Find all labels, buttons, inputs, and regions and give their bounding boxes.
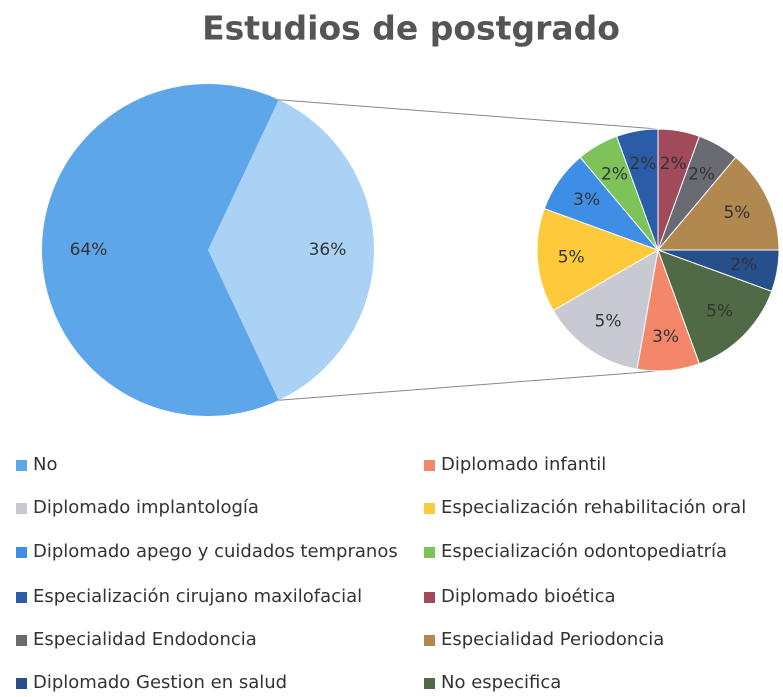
pie-slice: [552, 249, 659, 370]
data-label: 2%: [601, 165, 628, 185]
legend-swatch: [16, 635, 27, 646]
legend-swatch: [16, 592, 27, 603]
pie-slice: [208, 99, 374, 401]
legend-label: Especialización odontopediatría: [441, 541, 727, 562]
legend-label: Diplomado Gestion en salud: [33, 672, 287, 693]
data-label: 2%: [688, 165, 715, 185]
connector: [278, 99, 659, 130]
legend-label: Especialización cirujano maxilofacial: [33, 586, 362, 607]
legend-label: Especialidad Periodoncia: [441, 629, 664, 650]
legend-swatch: [16, 678, 27, 689]
data-label: 3%: [573, 190, 600, 210]
legend-label: Diplomado apego y cuidados tempranos: [33, 541, 398, 562]
data-label: 64%: [70, 240, 108, 260]
pie-slice: [41, 83, 279, 417]
legend-swatch: [424, 592, 435, 603]
legend-swatch: [16, 460, 27, 471]
pie-slice: [536, 207, 660, 312]
data-label: 36%: [309, 240, 347, 260]
data-label: 3%: [652, 327, 679, 347]
legend-swatch: [424, 635, 435, 646]
legend-label: No: [33, 454, 57, 475]
legend-label: Diplomado implantología: [33, 497, 259, 518]
pie-slice: [657, 249, 773, 365]
legend-label: Especialidad Endodoncia: [33, 629, 257, 650]
legend-label: Diplomado bioética: [441, 586, 616, 607]
legend-label: Especialización rehabilitación oral: [441, 497, 746, 518]
pie-slice: [656, 156, 780, 251]
legend-swatch: [16, 547, 27, 558]
data-label: 5%: [558, 248, 585, 268]
data-label: 5%: [595, 311, 622, 331]
data-label: 5%: [706, 302, 733, 322]
legend-swatch: [424, 460, 435, 471]
data-label: 2%: [629, 154, 656, 174]
legend-swatch: [424, 547, 435, 558]
data-label: 2%: [730, 255, 757, 275]
connector: [278, 370, 659, 401]
legend-swatch: [16, 503, 27, 514]
legend-swatch: [424, 503, 435, 514]
chart-title: Estudios de postgrado: [202, 9, 620, 48]
legend-label: Diplomado infantil: [441, 454, 606, 475]
data-label: 2%: [660, 154, 687, 174]
legend-label: No especifica: [441, 672, 561, 693]
data-label: 5%: [723, 203, 750, 223]
legend-swatch: [424, 678, 435, 689]
